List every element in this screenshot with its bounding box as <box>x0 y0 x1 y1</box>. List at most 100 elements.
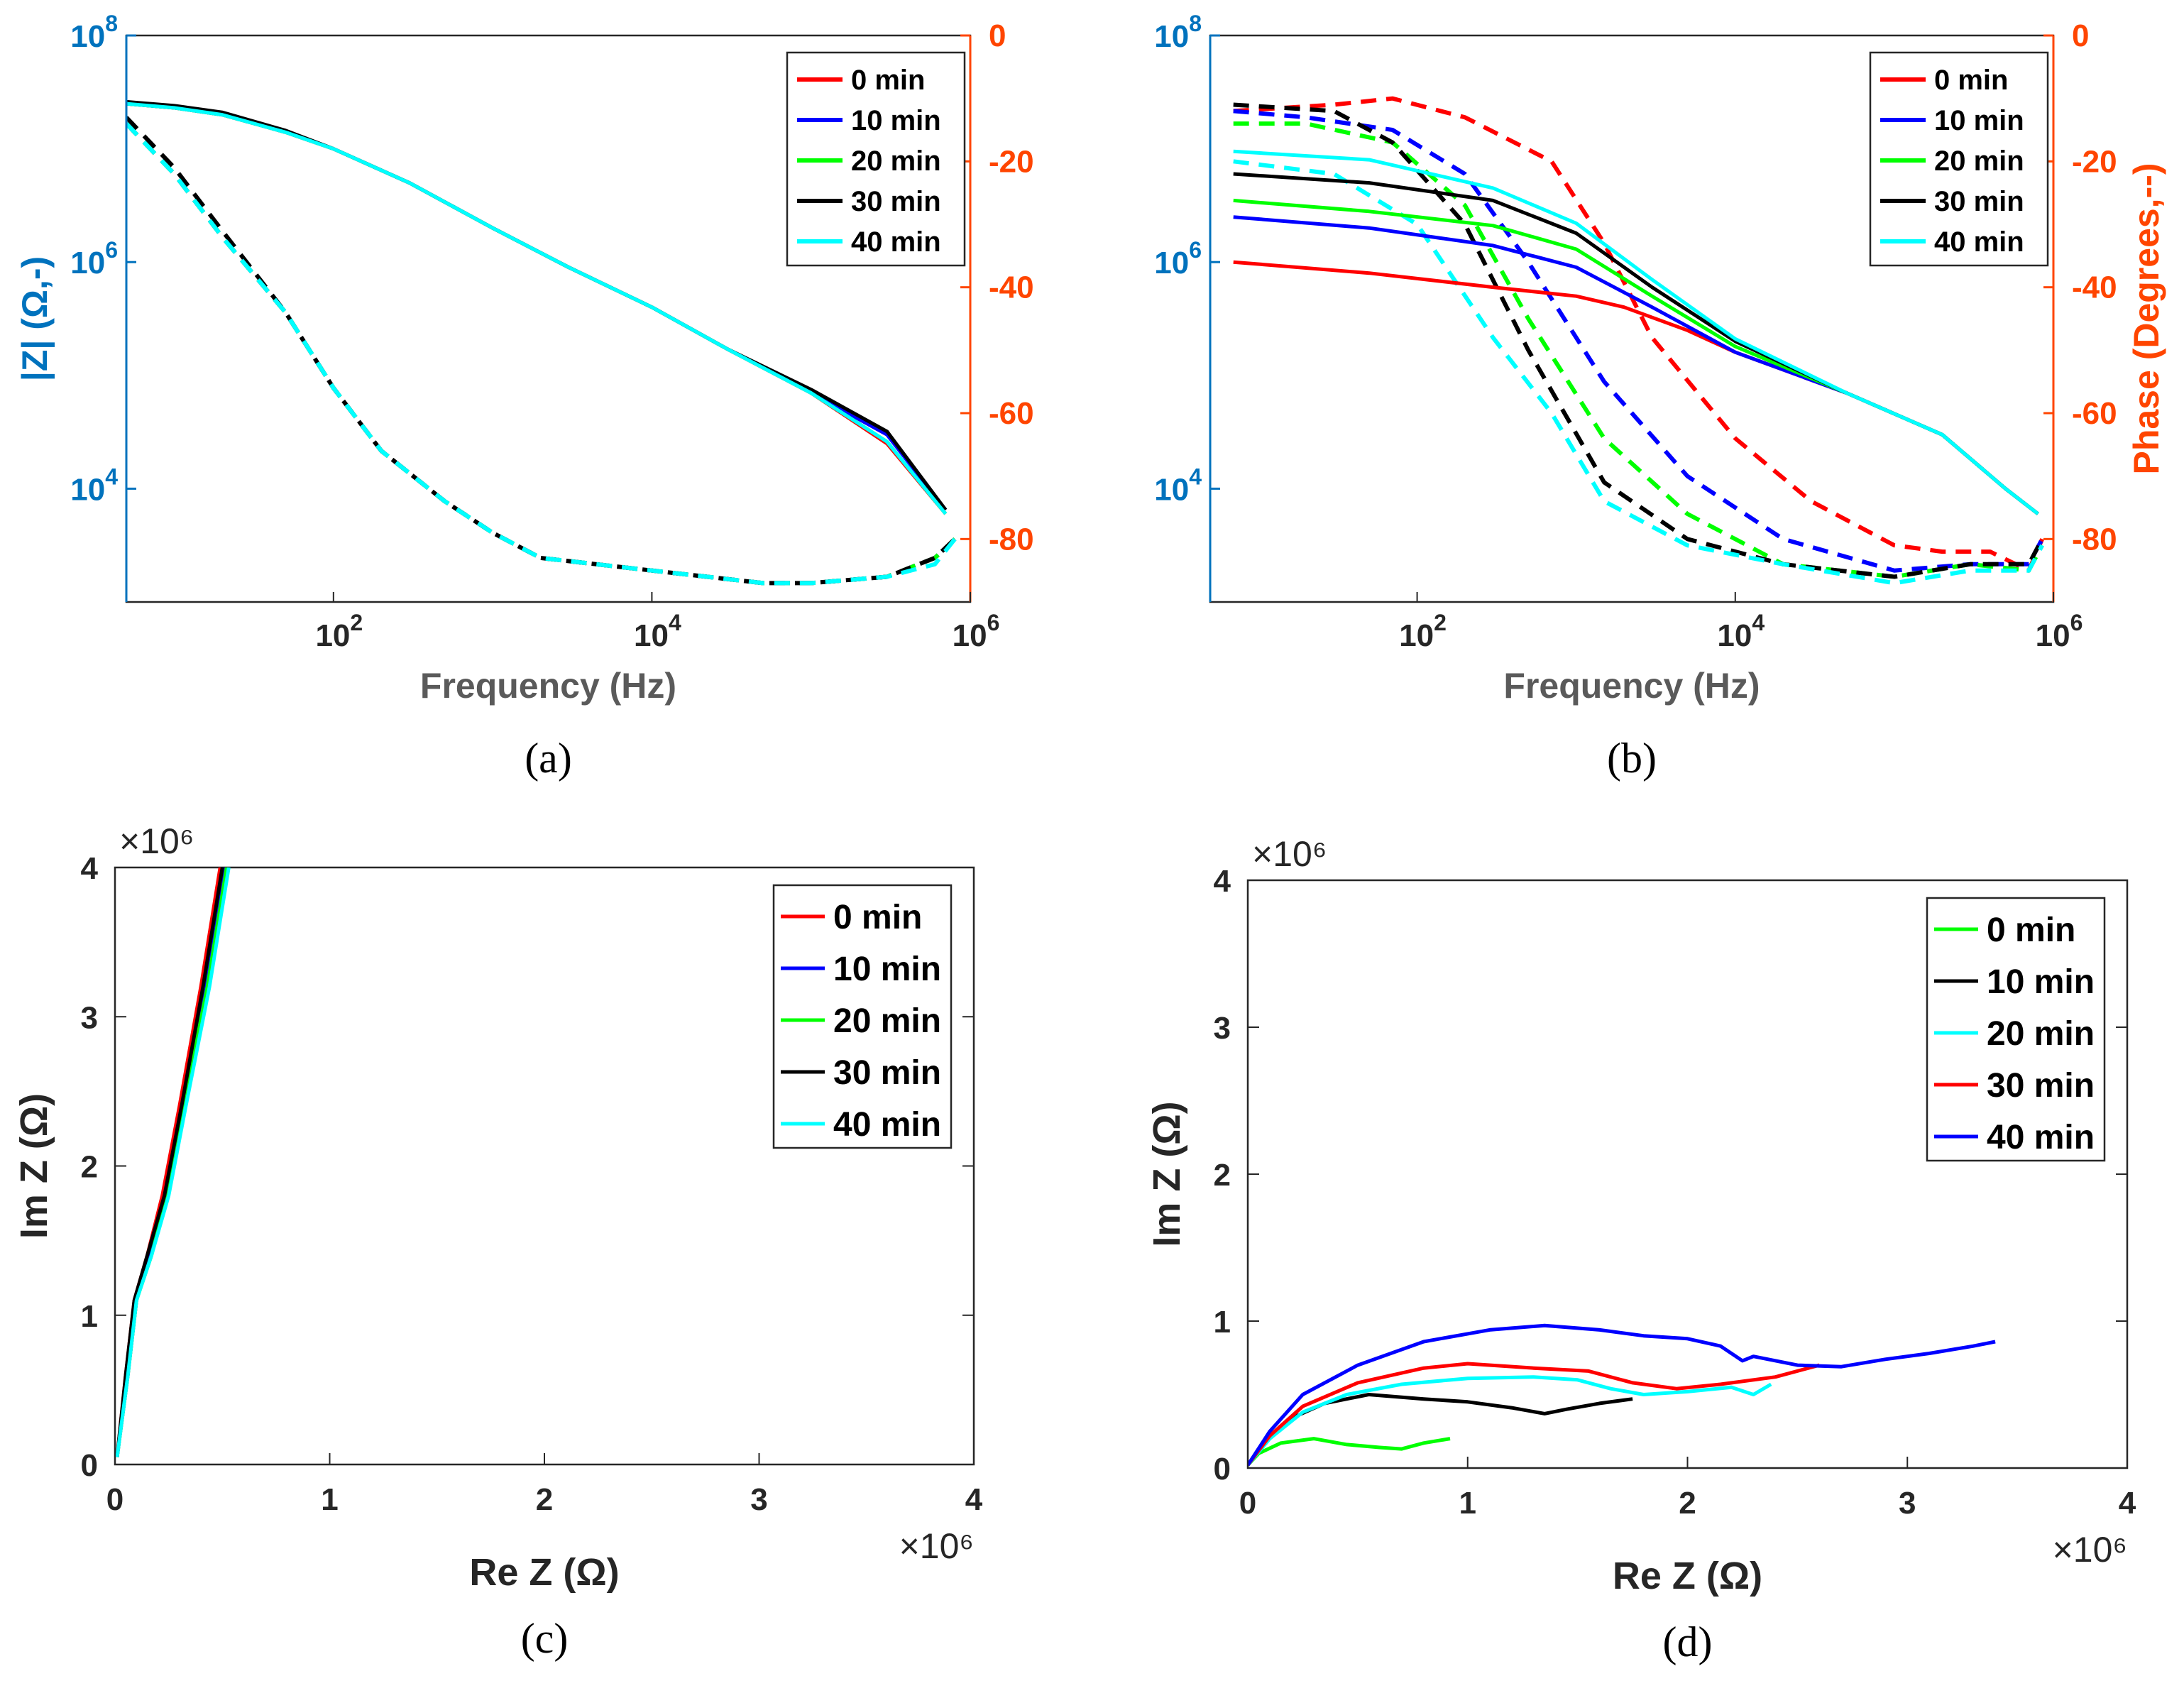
phase-line-0-min <box>1233 96 2044 573</box>
x-axis-title: Frequency (Hz) <box>420 666 676 706</box>
y-axis-title: Im Z (Ω) <box>1146 1101 1188 1247</box>
x-tick-label: 0 <box>1239 1486 1256 1521</box>
x-exponent-label: ×10⁶ <box>899 1526 974 1566</box>
legend-label: 40 min <box>1934 226 2024 258</box>
x-tick-label: 106 <box>2036 610 2083 653</box>
y-left-tick-label: 108 <box>1154 11 1202 54</box>
x-tick-label: 1 <box>1459 1486 1476 1521</box>
x-exponent-label: ×10⁶ <box>2053 1530 2127 1570</box>
plot-lines <box>1233 96 2044 586</box>
nyquist-line-0-min <box>1248 1437 1451 1467</box>
x-tick-label: 0 <box>106 1482 124 1517</box>
bode-panel-a: 104 106 108 0 -20 -40 -60 -80 102 104 106 Frequency… <box>15 11 1034 782</box>
legend-label: 20 min <box>1934 146 2024 177</box>
y-right-tick-label: -40 <box>989 270 1034 305</box>
phase-line-40-min <box>126 122 957 586</box>
y-left-tick-label: 106 <box>70 237 118 280</box>
phase-line-30-min <box>126 116 957 586</box>
x-tick-label: 104 <box>634 610 681 653</box>
x-tick-label: 2 <box>536 1482 553 1517</box>
y-tick-label: 2 <box>1214 1158 1231 1193</box>
magnitude-line-40-min <box>1233 149 2039 515</box>
legend-label: 40 min <box>1987 1119 2095 1156</box>
x-tick-label: 4 <box>2119 1486 2136 1521</box>
nyquist-line-30-min <box>1248 1362 1820 1467</box>
plot-lines <box>115 867 231 1457</box>
y-right-tick-label: -60 <box>989 396 1034 431</box>
y-exponent-label: ×10⁶ <box>1252 834 1327 874</box>
x-axis-title: Re Z (Ω) <box>469 1551 619 1594</box>
y-axis-title: Im Z (Ω) <box>13 1093 55 1239</box>
legend-label: 0 min <box>851 65 925 96</box>
legend-label: 20 min <box>851 146 941 177</box>
legend-label: 0 min <box>833 899 922 936</box>
y-left-axis-title: |Z| (Ω,-) <box>15 256 55 381</box>
y-tick-label: 1 <box>81 1299 98 1334</box>
y-right-tick-label: -20 <box>989 144 1034 179</box>
bode-panel-b: 104 106 108 0 -20 -40 -60 -80 102 104 106 Frequency… <box>1154 11 2166 782</box>
legend-label: 20 min <box>1987 1015 2095 1053</box>
y-tick-label: 0 <box>81 1448 98 1483</box>
panel-caption: (b) <box>1607 735 1657 782</box>
y-left-tick-label: 104 <box>70 464 118 507</box>
nyquist-line-40-min <box>115 867 231 1457</box>
legend-label: 30 min <box>1934 186 2024 217</box>
x-tick-label: 3 <box>1899 1486 1916 1521</box>
legend-label: 0 min <box>1934 65 2008 96</box>
legend-label: 10 min <box>1934 105 2024 136</box>
legend-label: 10 min <box>1987 963 2095 1001</box>
x-tick-label: 2 <box>1679 1486 1696 1521</box>
y-right-axis-title: Phase (Degrees,--) <box>2127 163 2166 474</box>
nyquist-line-40-min <box>1248 1323 1996 1467</box>
y-right-tick-label: -20 <box>2072 144 2117 179</box>
magnitude-line-40-min <box>126 102 948 515</box>
y-tick-label: 1 <box>1214 1305 1231 1340</box>
y-right-tick-label: -60 <box>2072 396 2117 431</box>
y-tick-label: 3 <box>1214 1011 1231 1046</box>
x-tick-label: 104 <box>1717 610 1765 653</box>
legend-label: 40 min <box>833 1106 941 1144</box>
y-tick-label: 0 <box>1214 1452 1231 1486</box>
legend-label: 0 min <box>1987 911 2075 949</box>
nyquist-line-20-min <box>1248 1375 1772 1467</box>
legend-box <box>1926 897 2106 1162</box>
phase-line-20-min <box>1233 121 2044 579</box>
legend-label: 30 min <box>833 1054 941 1092</box>
y-left-tick-label: 108 <box>70 11 118 54</box>
nyquist-panel-d: 0 1 2 3 4 0 1 2 3 4 ×10⁶ ×10⁶ Re Z (Ω) Im Z (Ω) 0 min 1… <box>1146 834 2136 1665</box>
plot-lines <box>126 99 957 586</box>
x-axis-title: Re Z (Ω) <box>1613 1555 1762 1597</box>
legend-label: 10 min <box>833 951 941 988</box>
legend-label: 40 min <box>851 226 941 258</box>
y-tick-label: 2 <box>81 1150 98 1185</box>
y-left-tick-label: 104 <box>1154 464 1202 507</box>
panel-caption: (c) <box>521 1615 569 1662</box>
y-tick-label: 3 <box>81 1000 98 1035</box>
legend-label: 10 min <box>851 105 941 136</box>
y-right-tick-label: 0 <box>989 18 1006 53</box>
x-tick-label: 102 <box>315 610 363 653</box>
x-tick-label: 102 <box>1399 610 1447 653</box>
plot-lines <box>1248 1323 1996 1467</box>
phase-line-30-min <box>1233 102 2044 579</box>
legend-label: 30 min <box>851 186 941 217</box>
panel-caption: (d) <box>1663 1619 1713 1665</box>
y-right-tick-label: -80 <box>989 522 1034 557</box>
y-tick-label: 4 <box>81 851 99 886</box>
x-axis-title: Frequency (Hz) <box>1503 666 1760 706</box>
y-right-tick-label: -40 <box>2072 270 2117 305</box>
x-tick-label: 1 <box>321 1482 338 1517</box>
x-tick-label: 106 <box>953 610 1000 653</box>
y-left-tick-label: 106 <box>1154 237 1202 280</box>
x-tick-label: 4 <box>965 1482 983 1517</box>
panel-caption: (a) <box>525 735 572 782</box>
y-right-tick-label: 0 <box>2072 18 2089 53</box>
legend-box <box>772 884 953 1149</box>
x-tick-label: 3 <box>750 1482 767 1517</box>
legend-label: 30 min <box>1987 1067 2095 1105</box>
y-tick-label: 4 <box>1214 864 1231 899</box>
nyquist-line-30-min <box>115 867 224 1457</box>
y-right-tick-label: -80 <box>2072 522 2117 557</box>
legend-label: 20 min <box>833 1002 941 1040</box>
